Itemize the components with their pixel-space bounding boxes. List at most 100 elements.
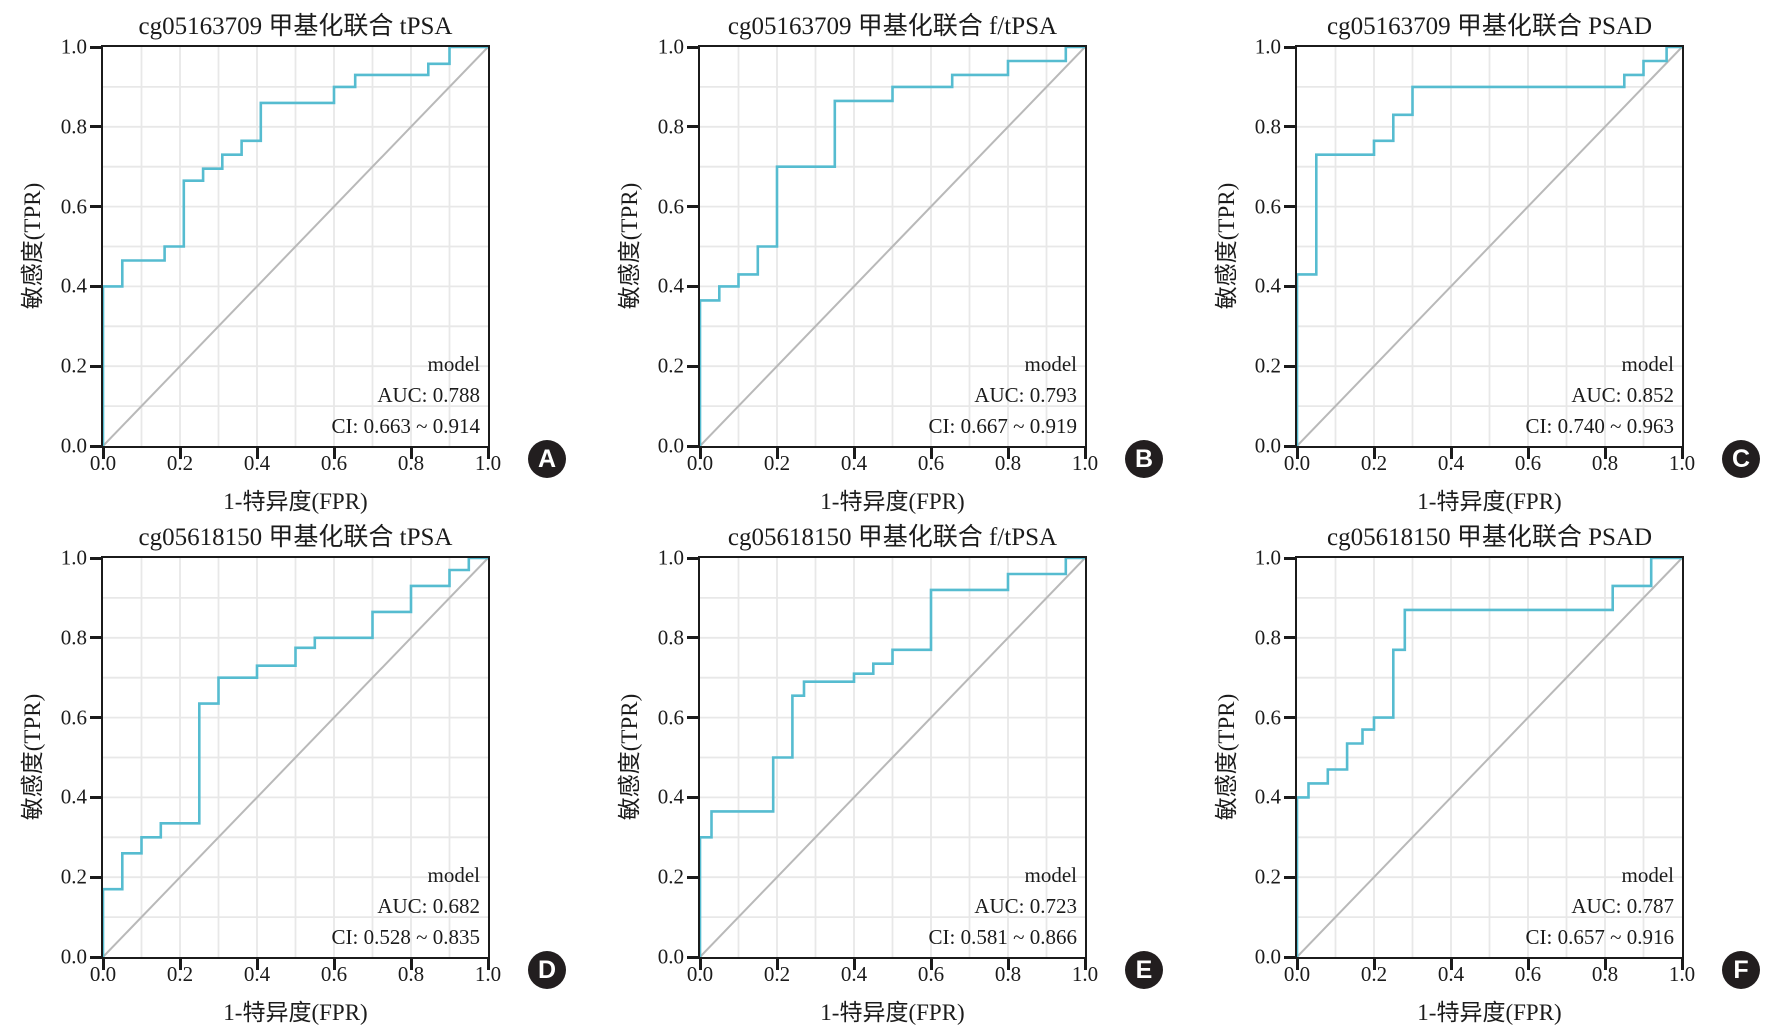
y-tick-mark xyxy=(1284,444,1295,448)
panel-letter: C xyxy=(1731,444,1751,473)
y-tick: 0.0 xyxy=(657,433,684,458)
x-axis-label: 1-特异度(FPR) xyxy=(1417,1000,1562,1025)
y-tick-mark xyxy=(687,875,698,879)
auc-value: AUC: 0.723 xyxy=(974,894,1077,918)
x-tick-mark xyxy=(1083,959,1087,970)
x-tick-mark xyxy=(1372,959,1376,970)
legend-label: model xyxy=(1024,352,1078,376)
plot-frame: model AUC: 0.793 CI: 0.667 ~ 0.919 xyxy=(698,45,1087,448)
x-tick-mark xyxy=(486,959,490,970)
plot-frame: model AUC: 0.682 CI: 0.528 ~ 0.835 xyxy=(101,556,490,959)
y-tick: 0.0 xyxy=(1254,433,1281,458)
y-tick-mark xyxy=(687,716,698,720)
y-tick-mark xyxy=(90,444,101,448)
y-tick: 0.6 xyxy=(657,194,684,219)
y-tick: 0.4 xyxy=(1254,784,1281,809)
legend-label: model xyxy=(1621,352,1675,376)
y-tick: 0.6 xyxy=(657,705,684,730)
ci-value: CI: 0.667 ~ 0.919 xyxy=(928,414,1077,438)
y-tick: 0.8 xyxy=(60,625,87,650)
panel-badge-a: A xyxy=(528,440,566,478)
panel-letter: A xyxy=(537,444,557,473)
y-tick: 0.2 xyxy=(657,353,684,378)
y-tick-labels: 0.0 0.2 0.4 0.6 0.8 1.0 xyxy=(597,511,688,1023)
x-tick-mark xyxy=(1006,448,1010,459)
y-tick: 0.4 xyxy=(657,784,684,809)
legend-label: model xyxy=(1024,863,1078,887)
plot-frame: model AUC: 0.852 CI: 0.740 ~ 0.963 xyxy=(1295,45,1684,448)
x-tick-mark xyxy=(101,448,105,459)
legend-label: model xyxy=(427,863,481,887)
x-tick-mark xyxy=(255,448,259,459)
y-tick-mark xyxy=(90,284,101,288)
y-tick: 1.0 xyxy=(657,34,684,59)
plot-frame: model AUC: 0.788 CI: 0.663 ~ 0.914 xyxy=(101,45,490,448)
y-tick: 1.0 xyxy=(1254,34,1281,59)
y-tick-mark xyxy=(90,125,101,129)
y-tick: 0.6 xyxy=(1254,705,1281,730)
y-tick: 0.2 xyxy=(1254,353,1281,378)
x-tick-mark xyxy=(1295,448,1299,459)
y-tick: 0.2 xyxy=(60,864,87,889)
roc-panel-c: cg05163709 甲基化联合 PSAD 敏感度(TPR) 0.0 0.2 0.4… xyxy=(1194,0,1792,514)
roc-plot xyxy=(103,558,488,957)
y-tick: 0.4 xyxy=(60,784,87,809)
x-tick-mark xyxy=(1372,448,1376,459)
legend-label: model xyxy=(427,352,481,376)
y-tick-labels: 0.0 0.2 0.4 0.6 0.8 1.0 xyxy=(0,0,91,511)
panel-letter: B xyxy=(1134,444,1154,473)
legend-label: model xyxy=(1621,863,1675,887)
x-tick-mark xyxy=(1006,959,1010,970)
y-tick-mark xyxy=(687,45,698,49)
x-tick-mark xyxy=(1295,959,1299,970)
y-tick: 0.8 xyxy=(1254,625,1281,650)
y-tick-mark xyxy=(90,364,101,368)
y-tick: 0.4 xyxy=(60,273,87,298)
roc-plot xyxy=(103,47,488,446)
panel-title: cg05163709 甲基化联合 PSAD xyxy=(1326,13,1652,40)
y-tick-mark xyxy=(90,556,101,560)
y-tick-mark xyxy=(90,636,101,640)
y-tick-mark xyxy=(1284,125,1295,129)
x-tick-mark xyxy=(486,448,490,459)
x-tick-labels: 0.0 0.2 0.4 0.6 0.8 1.0 xyxy=(597,451,1194,479)
x-tick-mark xyxy=(1083,448,1087,459)
y-tick-mark xyxy=(1284,875,1295,879)
panel-badge-d: D xyxy=(528,951,566,989)
x-tick-mark xyxy=(1526,959,1530,970)
x-tick-mark xyxy=(698,448,702,459)
annotation-box: model AUC: 0.682 CI: 0.528 ~ 0.835 xyxy=(332,860,480,953)
annotation-box: model AUC: 0.793 CI: 0.667 ~ 0.919 xyxy=(929,349,1077,442)
x-tick-mark xyxy=(929,448,933,459)
y-tick: 0.0 xyxy=(60,433,87,458)
auc-value: AUC: 0.788 xyxy=(377,383,480,407)
panel-badge-e: E xyxy=(1125,951,1163,989)
x-tick-mark xyxy=(1603,959,1607,970)
x-tick-mark xyxy=(852,448,856,459)
x-tick-mark xyxy=(332,448,336,459)
y-tick-mark xyxy=(687,556,698,560)
auc-value: AUC: 0.793 xyxy=(974,383,1077,407)
y-tick: 0.6 xyxy=(1254,194,1281,219)
panel-badge-b: B xyxy=(1125,440,1163,478)
y-tick-labels: 0.0 0.2 0.4 0.6 0.8 1.0 xyxy=(0,511,91,1023)
y-tick: 0.2 xyxy=(60,353,87,378)
y-tick-mark xyxy=(1284,556,1295,560)
x-axis-label: 1-特异度(FPR) xyxy=(820,1000,965,1025)
x-tick-mark xyxy=(775,448,779,459)
ci-value: CI: 0.528 ~ 0.835 xyxy=(331,925,480,949)
annotation-box: model AUC: 0.788 CI: 0.663 ~ 0.914 xyxy=(332,349,480,442)
y-tick-mark xyxy=(1284,636,1295,640)
y-tick-mark xyxy=(1284,205,1295,209)
auc-value: AUC: 0.682 xyxy=(377,894,480,918)
x-tick-mark xyxy=(852,959,856,970)
y-tick: 0.6 xyxy=(60,194,87,219)
y-tick-mark xyxy=(1284,364,1295,368)
y-tick-mark xyxy=(90,45,101,49)
roc-panel-e: cg05618150 甲基化联合 f/tPSA 敏感度(TPR) 0.0 0.2 0… xyxy=(597,511,1194,1025)
y-tick-mark xyxy=(687,795,698,799)
annotation-box: model AUC: 0.723 CI: 0.581 ~ 0.866 xyxy=(929,860,1077,953)
y-tick-mark xyxy=(687,125,698,129)
ci-value: CI: 0.663 ~ 0.914 xyxy=(331,414,480,438)
y-tick-mark xyxy=(1284,716,1295,720)
